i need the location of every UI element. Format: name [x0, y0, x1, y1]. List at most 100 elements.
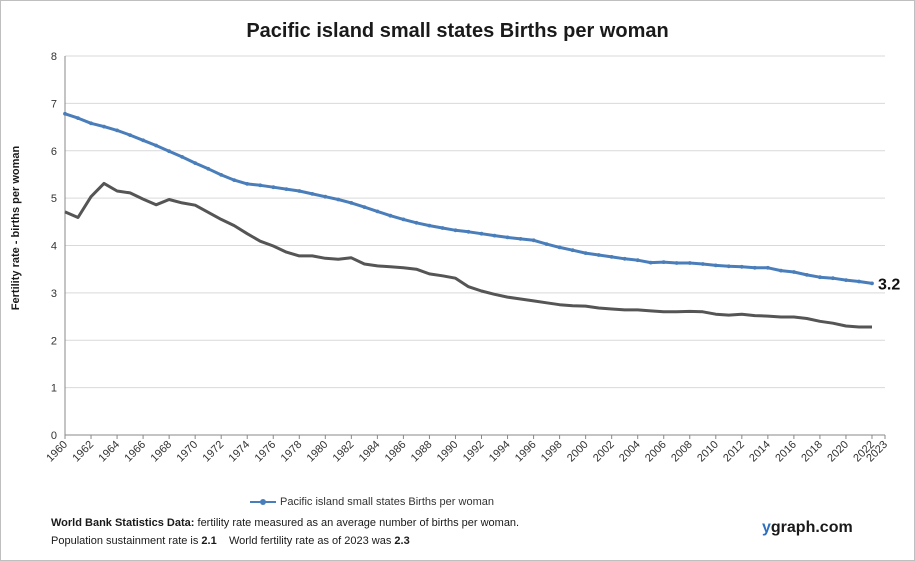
x-tick-label: 2000	[565, 439, 591, 465]
data-point	[180, 155, 185, 159]
x-tick-label: 1990	[435, 439, 461, 465]
data-point	[206, 166, 211, 171]
x-tick-label: 1972	[201, 439, 227, 465]
source-note-text: fertility rate measured as an average nu…	[194, 517, 520, 529]
data-point	[375, 209, 380, 214]
data-point	[635, 258, 640, 263]
data-point	[570, 248, 575, 253]
data-point	[115, 128, 119, 133]
data-point	[362, 205, 367, 210]
y-tick-label: 0	[51, 430, 57, 442]
brand-logo[interactable]: ygraph.com	[762, 519, 853, 537]
data-point	[766, 265, 770, 270]
data-point	[583, 251, 588, 256]
source-note-title: World Bank Statistics Data:	[51, 517, 195, 529]
x-tick-label: 1982	[331, 439, 357, 465]
x-tick-label: 1996	[513, 439, 539, 465]
data-point	[518, 237, 523, 241]
legend-label: Pacific island small states Births per w…	[280, 496, 494, 508]
x-tick-label: 1960	[44, 439, 70, 465]
data-point	[557, 245, 562, 250]
sustainment-note: Population sustainment rate is 2.1 World…	[51, 535, 410, 547]
data-point	[167, 149, 172, 154]
data-point	[193, 161, 198, 166]
data-point	[284, 187, 289, 192]
legend: Pacific island small states Births per w…	[250, 496, 494, 508]
data-point	[479, 231, 484, 236]
data-point	[752, 265, 757, 270]
data-point	[857, 279, 861, 284]
data-point	[219, 173, 224, 177]
legend-swatch-marker	[250, 497, 276, 507]
data-point	[440, 226, 445, 230]
data-point	[805, 273, 809, 277]
data-point	[661, 260, 666, 264]
x-tick-label: 1968	[148, 439, 174, 465]
data-point	[713, 263, 718, 268]
data-point	[453, 228, 458, 233]
data-point	[844, 278, 848, 282]
data-point	[271, 185, 276, 190]
y-tick-label: 5	[51, 193, 57, 205]
data-point	[258, 183, 263, 188]
sustainment-value: 2.1	[201, 535, 217, 547]
x-tick-label: 2020	[825, 439, 851, 465]
sustainment-label: Population sustainment rate is	[51, 535, 202, 547]
data-point	[505, 235, 510, 240]
data-point	[792, 270, 796, 274]
x-tick-label: 1988	[409, 439, 435, 465]
series-lines	[63, 111, 874, 329]
source-note: World Bank Statistics Data: fertility ra…	[51, 517, 519, 529]
x-tick-label: 1966	[122, 439, 148, 465]
x-tick-label: 2004	[617, 439, 643, 465]
data-point	[336, 197, 341, 202]
chart-title: Pacific island small states Births per w…	[246, 20, 669, 42]
x-tick-label: 2016	[773, 439, 799, 465]
grid-lines	[65, 55, 885, 389]
data-point	[297, 189, 302, 193]
world-rate-value: 2.3	[394, 535, 410, 547]
data-point	[687, 261, 692, 265]
data-point	[700, 262, 705, 266]
data-point	[414, 220, 419, 225]
data-point	[128, 133, 133, 138]
x-tick-label: 1964	[96, 439, 122, 465]
data-point	[76, 116, 80, 120]
x-tick-label: 2018	[799, 439, 825, 465]
y-tick-label: 3	[51, 288, 57, 300]
data-point	[726, 264, 731, 269]
y-tick-label: 8	[51, 51, 57, 63]
x-tick-label: 2002	[591, 439, 617, 465]
x-tick-label: 2012	[721, 439, 747, 465]
data-point	[401, 217, 406, 222]
x-tick-label: 1970	[174, 439, 200, 465]
x-tick-label: 1998	[539, 439, 565, 465]
data-point	[739, 264, 744, 269]
y-tick-label: 2	[51, 335, 57, 347]
data-point	[388, 213, 393, 218]
axes	[64, 56, 886, 439]
data-point	[323, 194, 328, 199]
data-point	[622, 256, 627, 261]
data-point	[466, 229, 471, 234]
x-tick-label: 1992	[461, 439, 487, 465]
data-point	[596, 253, 601, 257]
brand-logo-text: graph.com	[770, 519, 853, 536]
y-tick-label: 4	[51, 241, 57, 253]
data-point	[544, 242, 549, 247]
x-tick-label: 1974	[227, 439, 253, 465]
data-point	[818, 275, 822, 280]
data-point	[89, 121, 93, 126]
data-point	[492, 233, 497, 238]
x-tick-label: 1980	[305, 439, 331, 465]
world-rate-label: World fertility rate as of 2023 was	[216, 535, 395, 547]
data-point	[831, 276, 835, 281]
data-point	[245, 182, 250, 186]
data-point	[609, 255, 614, 259]
data-point	[349, 201, 354, 205]
x-tick-label: 2014	[747, 439, 773, 465]
secondary-series-line	[64, 181, 872, 329]
brand-logo-y: y	[762, 519, 771, 536]
